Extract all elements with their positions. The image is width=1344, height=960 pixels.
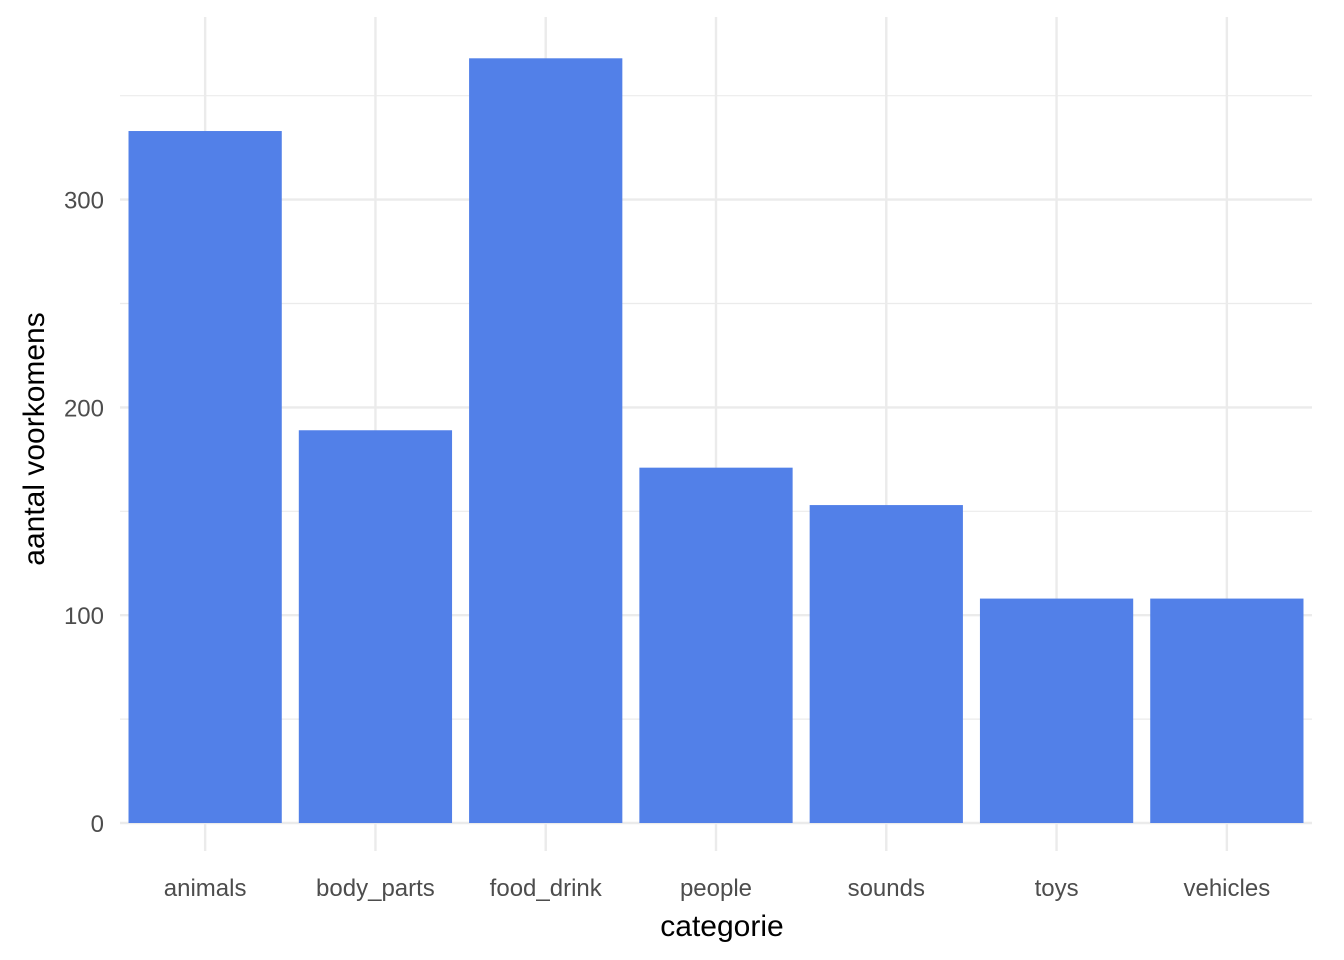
- x-tick-label: toys: [1035, 875, 1079, 902]
- bar-toys: [979, 598, 1134, 823]
- x-tick-label: animals: [164, 875, 247, 902]
- x-tick-label: food_drink: [490, 875, 603, 902]
- x-tick-label: sounds: [848, 875, 925, 902]
- x-axis-tick-labels: animals body_parts food_drink people sounds t…: [164, 875, 1270, 902]
- x-tick-label: body_parts: [316, 875, 435, 902]
- bar-vehicles: [1150, 598, 1304, 823]
- x-tick-label: vehicles: [1183, 875, 1270, 902]
- bar-people: [639, 467, 793, 823]
- y-tick-label: 300: [64, 188, 104, 215]
- x-tick-label: people: [680, 875, 752, 902]
- y-axis-tick-labels: 0 100 200 300: [64, 188, 104, 838]
- y-tick-label: 0: [91, 811, 104, 838]
- bar-body_parts: [298, 430, 453, 823]
- bar-sounds: [809, 505, 963, 823]
- bars: [128, 58, 1304, 823]
- bar-food_drink: [469, 58, 623, 823]
- y-tick-label: 100: [64, 603, 104, 630]
- bar-animals: [128, 131, 282, 823]
- x-axis-title: categorie: [660, 910, 783, 943]
- y-tick-label: 200: [64, 395, 104, 422]
- y-axis-title: aantal voorkomens: [18, 312, 51, 565]
